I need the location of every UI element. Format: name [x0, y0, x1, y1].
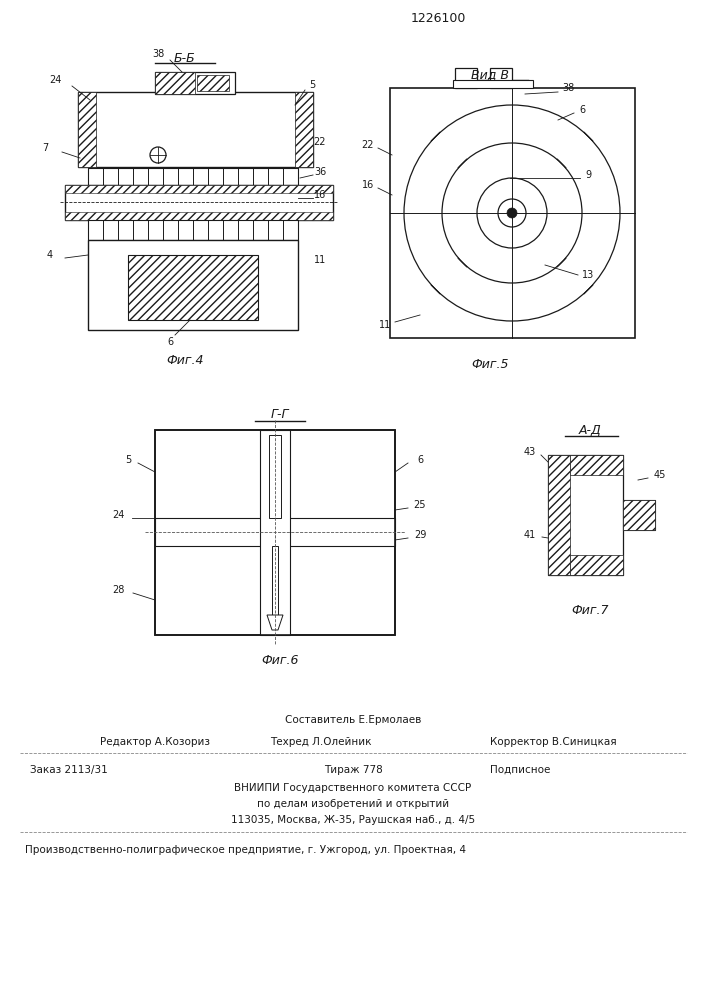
Bar	[623, 500, 655, 530]
Text: Составитель Е.Ермолаев: Составитель Е.Ермолаев	[285, 715, 421, 725]
Text: 36: 36	[314, 167, 326, 177]
Bar	[155, 72, 195, 94]
Circle shape	[507, 208, 517, 218]
Polygon shape	[267, 615, 283, 630]
Text: 25: 25	[414, 500, 426, 510]
Text: 22: 22	[362, 140, 374, 150]
Bar	[155, 518, 395, 546]
Text: Фиг.4: Фиг.4	[166, 354, 204, 366]
Text: 38: 38	[562, 83, 574, 93]
Bar	[155, 430, 395, 635]
Bar	[65, 185, 333, 220]
Text: 22: 22	[314, 137, 326, 147]
Text: Редактор А.Козориз: Редактор А.Козориз	[100, 737, 210, 747]
Bar	[269, 435, 281, 518]
Text: А-Д: А-Д	[578, 424, 602, 436]
Text: 45: 45	[654, 470, 666, 480]
Bar	[197, 75, 229, 91]
Text: 24: 24	[49, 75, 62, 85]
Text: 7: 7	[42, 143, 48, 153]
Text: 16: 16	[362, 180, 374, 190]
Text: 38: 38	[152, 49, 164, 59]
Bar	[548, 455, 623, 575]
Text: 6: 6	[167, 337, 173, 347]
Bar	[155, 430, 395, 635]
Bar	[65, 212, 333, 220]
Text: 43: 43	[524, 447, 536, 457]
Text: 13: 13	[582, 270, 594, 280]
Text: 11: 11	[379, 320, 391, 330]
Text: Заказ 2113/31: Заказ 2113/31	[30, 765, 107, 775]
Bar	[155, 72, 235, 94]
Bar	[88, 240, 298, 330]
Text: 5: 5	[309, 80, 315, 90]
Bar	[155, 430, 395, 635]
Text: 113035, Москва, Ж-35, Раушская наб., д. 4/5: 113035, Москва, Ж-35, Раушская наб., д. …	[231, 815, 475, 825]
Bar	[272, 546, 278, 620]
Text: ВНИИПИ Государственного комитета СССР: ВНИИПИ Государственного комитета СССР	[235, 783, 472, 793]
Text: 28: 28	[112, 585, 124, 595]
Bar	[548, 455, 570, 575]
Bar	[570, 455, 623, 475]
Text: 11: 11	[314, 255, 326, 265]
Bar	[490, 68, 512, 88]
Bar	[78, 92, 96, 167]
Text: 16: 16	[314, 190, 326, 200]
Bar	[88, 168, 298, 185]
Text: по делам изобретений и открытий: по делам изобретений и открытий	[257, 799, 449, 809]
Bar	[623, 500, 655, 530]
Text: 6: 6	[579, 105, 585, 115]
Text: Тираж 778: Тираж 778	[324, 765, 382, 775]
Text: Фиг.5: Фиг.5	[472, 359, 509, 371]
Text: Корректор В.Синицкая: Корректор В.Синицкая	[490, 737, 617, 747]
Bar	[128, 255, 258, 320]
Text: Фиг.7: Фиг.7	[571, 603, 609, 616]
Bar	[455, 68, 477, 88]
Text: 41: 41	[524, 530, 536, 540]
Bar	[453, 80, 533, 88]
Text: Б-Б: Б-Б	[174, 51, 196, 64]
Text: Подписное: Подписное	[490, 765, 550, 775]
Text: Вид В: Вид В	[471, 68, 509, 82]
Bar	[88, 220, 298, 240]
Bar	[260, 430, 290, 635]
Text: Производственно-полиграфическое предприятие, г. Ужгород, ул. Проектная, 4: Производственно-полиграфическое предприя…	[25, 845, 466, 855]
Bar	[78, 92, 313, 167]
Text: Г-Г: Г-Г	[271, 408, 289, 422]
Text: 5: 5	[125, 455, 131, 465]
Bar	[570, 555, 623, 575]
Text: Техред Л.Олейник: Техред Л.Олейник	[270, 737, 371, 747]
Text: 29: 29	[414, 530, 426, 540]
Text: 4: 4	[47, 250, 53, 260]
Text: 9: 9	[585, 170, 591, 180]
Text: Фиг.6: Фиг.6	[262, 654, 299, 666]
Bar	[65, 185, 333, 193]
Text: 1226100: 1226100	[411, 11, 466, 24]
Text: 24: 24	[112, 510, 124, 520]
Text: 6: 6	[417, 455, 423, 465]
Bar	[295, 92, 313, 167]
Bar	[390, 88, 635, 338]
